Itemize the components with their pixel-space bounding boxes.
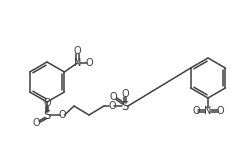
Text: O: O xyxy=(109,92,117,102)
Text: O: O xyxy=(121,89,129,99)
Text: O: O xyxy=(58,110,66,120)
Text: O: O xyxy=(43,98,51,108)
Text: O: O xyxy=(216,106,224,116)
Text: N: N xyxy=(74,58,81,68)
Text: S: S xyxy=(43,108,51,121)
Text: N: N xyxy=(204,106,212,116)
Text: O: O xyxy=(74,46,81,56)
Text: O: O xyxy=(32,118,40,128)
Text: O: O xyxy=(85,58,93,68)
Text: S: S xyxy=(121,100,129,112)
Text: O: O xyxy=(108,101,116,111)
Text: O: O xyxy=(192,106,200,116)
